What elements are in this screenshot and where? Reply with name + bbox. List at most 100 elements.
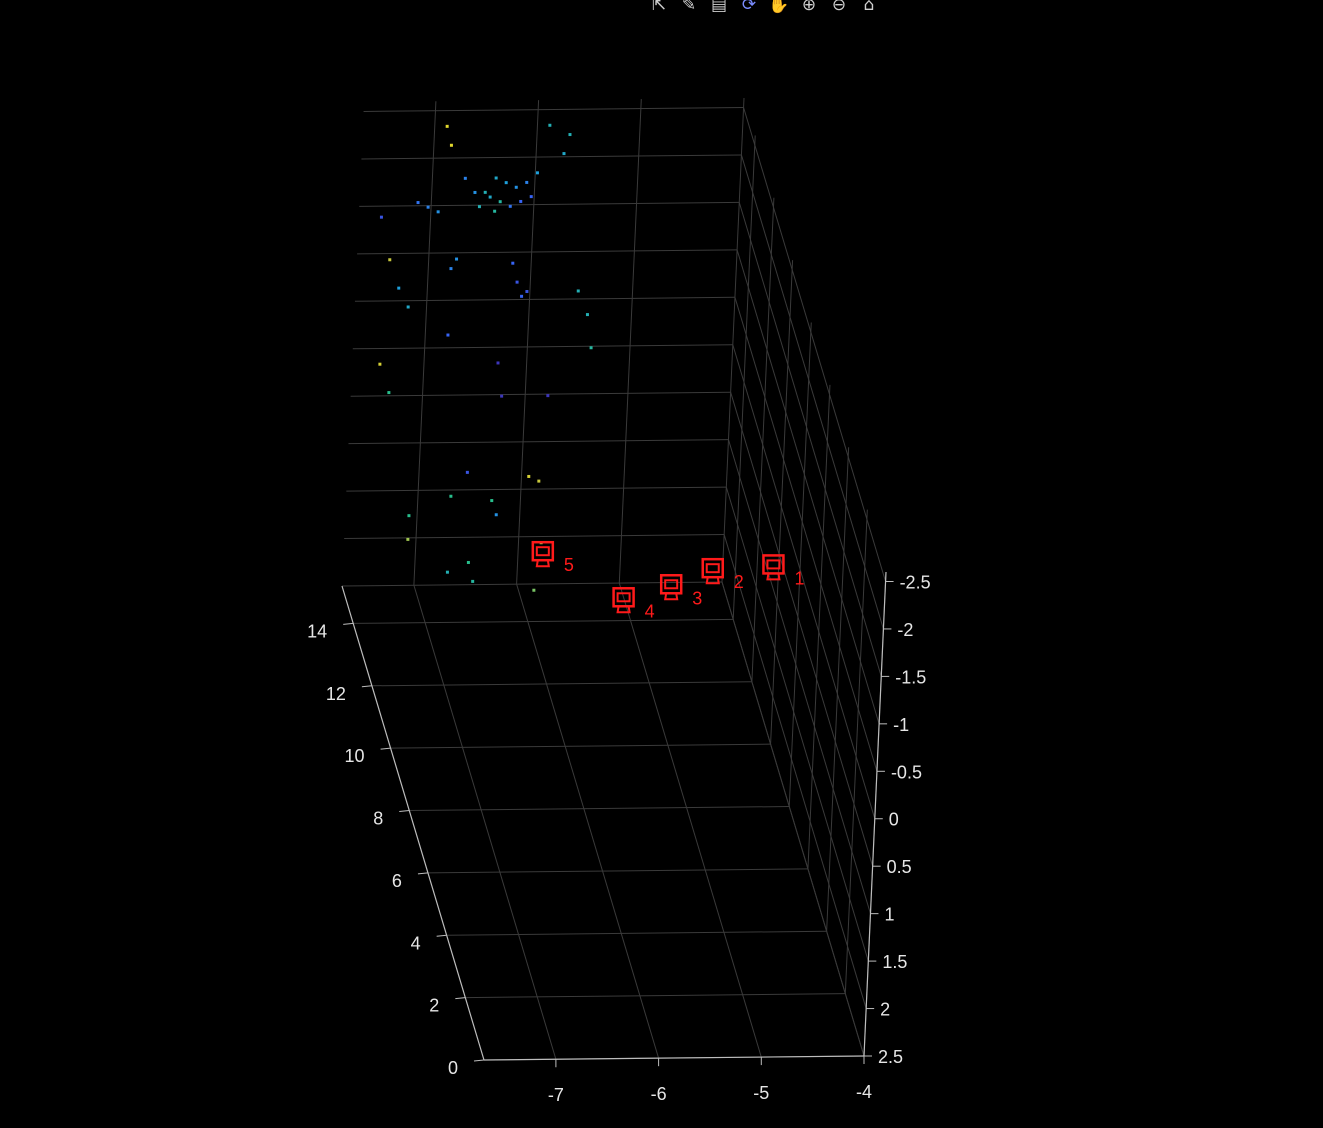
y-tick-label: 6 — [392, 871, 402, 891]
z-tick-label: 1.5 — [882, 952, 907, 972]
camera-markers: 1 2 3 4 5 — [531, 540, 804, 621]
camera-mount-icon — [616, 606, 631, 614]
x-tick-label: -5 — [753, 1083, 769, 1103]
point — [496, 361, 500, 365]
export-icon[interactable]: ⇱ — [651, 0, 667, 15]
y-tick-mark — [417, 872, 428, 875]
point — [463, 176, 467, 180]
sidewall-gridline — [743, 107, 887, 582]
backwall-gridline — [413, 101, 437, 586]
sidewall-gridline — [740, 154, 884, 630]
z-tick-label: -1.5 — [895, 667, 926, 687]
sidewall-gridline — [734, 297, 878, 772]
y-tick-label: 4 — [411, 933, 421, 953]
point — [532, 588, 536, 592]
camera-body-icon — [762, 554, 785, 575]
point — [511, 261, 515, 265]
point — [546, 394, 550, 398]
datatip-icon[interactable]: ▤ — [710, 0, 728, 15]
sidewall-gridline — [788, 322, 812, 807]
camera-body-icon — [701, 557, 725, 579]
sidewall-gridline — [732, 344, 876, 819]
zoom-out-icon[interactable]: ⊖ — [831, 0, 847, 15]
camera-3: 3 — [659, 574, 702, 608]
point — [589, 346, 593, 350]
z-tick-label: 1 — [884, 905, 894, 925]
point — [585, 313, 589, 317]
floor-gridline — [465, 993, 846, 999]
point — [387, 391, 391, 395]
floor-gridline — [516, 584, 660, 1059]
floor-gridline — [446, 930, 827, 936]
floor-gridline — [618, 582, 762, 1058]
sidewall-gridline — [826, 447, 850, 932]
point — [519, 199, 523, 203]
floor-gridline — [413, 585, 557, 1060]
sidewall-gridline — [751, 197, 775, 682]
z-tick-label: -2 — [897, 620, 913, 640]
brush-icon[interactable]: ✎ — [681, 0, 697, 15]
backwall-gridline — [363, 106, 744, 112]
z-tick-label: 0 — [889, 810, 899, 830]
y-tick-mark — [473, 1059, 485, 1062]
y-tick-label: 12 — [326, 684, 346, 704]
floor-gridline — [371, 681, 752, 687]
y-tick-label: 0 — [448, 1058, 458, 1078]
camera-label: 2 — [734, 572, 744, 592]
figure-toolbar: ⇱ ✎ ▤ ⟳ ✋ ⊕ ⊖ ⌂ — [646, 0, 882, 16]
y-tick-mark — [399, 810, 410, 813]
point — [490, 499, 494, 503]
point — [397, 286, 401, 290]
camera-body-icon — [659, 574, 683, 595]
backwall-gridline — [721, 97, 745, 583]
sidewall-gridline — [736, 249, 880, 724]
point — [407, 514, 411, 518]
x-tick-label: -4 — [856, 1082, 872, 1102]
x-tick-label: -7 — [548, 1085, 564, 1105]
sidewall-gridline — [725, 486, 869, 962]
home-icon[interactable]: ⌂ — [863, 0, 875, 15]
point — [498, 200, 502, 204]
camera-5: 5 — [531, 540, 574, 575]
point — [500, 394, 504, 398]
axis-ticks: -7 -6 -5 -402468101214-2.5-2-1.5-1-0.500.51… — [307, 572, 930, 1105]
backwall-gridline — [618, 99, 642, 584]
camera-lens-icon — [664, 579, 679, 590]
point — [449, 267, 453, 271]
z-tick-label: -1 — [893, 715, 909, 735]
camera-body-icon — [531, 540, 555, 562]
camera-label: 4 — [645, 601, 655, 621]
point — [466, 560, 470, 564]
point — [445, 124, 449, 128]
point — [465, 470, 469, 474]
backwall-gridline — [350, 391, 731, 397]
point — [568, 133, 572, 137]
point-cloud — [378, 123, 593, 592]
point — [493, 209, 497, 213]
camera-lens-icon — [766, 559, 781, 570]
sidewall-gridline — [732, 135, 756, 620]
z-tick-label: 2.5 — [878, 1047, 903, 1067]
camera-1: 1 — [762, 554, 804, 588]
sidewall-gridline — [723, 534, 867, 1009]
point — [406, 537, 410, 541]
point — [515, 280, 519, 284]
sidewall-gridline — [770, 260, 794, 745]
sidewall-gridline — [721, 581, 865, 1057]
pan-icon[interactable]: ✋ — [768, 0, 790, 15]
camera-lens-icon — [616, 592, 631, 603]
point — [537, 479, 541, 483]
sidewall-gridline — [844, 509, 868, 994]
point — [483, 190, 487, 194]
rotate-3d-icon[interactable]: ⟳ — [741, 0, 757, 15]
backwall-gridline — [357, 249, 738, 255]
z-tick-label: 2 — [880, 1000, 890, 1020]
point — [514, 185, 518, 189]
camera-body-icon — [612, 587, 635, 608]
zoom-in-icon[interactable]: ⊕ — [801, 0, 817, 15]
point — [445, 570, 449, 574]
backwall-gridline — [354, 296, 735, 302]
camera-mount-icon — [664, 593, 679, 601]
floor-gridline — [427, 868, 808, 874]
